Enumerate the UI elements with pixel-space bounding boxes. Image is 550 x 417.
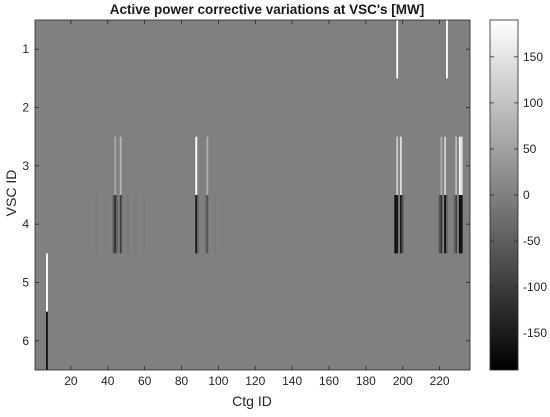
heatmap-cell xyxy=(95,195,98,254)
colorbar-tick-label: -150 xyxy=(523,326,547,340)
heatmap-cell xyxy=(195,195,198,254)
heatmap-cell xyxy=(46,253,48,312)
heatmap-cell xyxy=(394,195,397,254)
y-tick-label: 6 xyxy=(22,334,29,348)
heatmap-cell xyxy=(444,136,447,195)
x-tick-label: 80 xyxy=(175,374,189,388)
x-tick-label: 120 xyxy=(245,374,265,388)
colorbar-tick-label: 150 xyxy=(523,50,543,64)
x-tick-label: 20 xyxy=(64,374,78,388)
x-tick-label: 40 xyxy=(101,374,115,388)
heatmap-cell xyxy=(396,136,399,195)
y-tick-label: 4 xyxy=(22,217,29,231)
x-axis: 20 40 60 80 100 120 140 160 180 200 220 xyxy=(64,20,450,388)
x-tick-label: 220 xyxy=(430,374,450,388)
chart-title: Active power corrective variations at VS… xyxy=(110,2,425,17)
heatmap-cell xyxy=(396,20,399,79)
x-tick-label: 180 xyxy=(356,374,376,388)
heatmap-cell xyxy=(446,20,448,79)
colorbar-tick-label: -100 xyxy=(523,280,547,294)
heatmap-cell xyxy=(455,195,458,254)
x-tick-label: 200 xyxy=(393,374,413,388)
x-tick-label: 60 xyxy=(138,374,152,388)
heatmap-cell xyxy=(446,195,448,254)
heatmap-cell xyxy=(401,195,404,254)
plot-frame xyxy=(34,19,471,371)
heatmap-cell xyxy=(114,195,117,254)
heatmap-cell xyxy=(105,195,107,254)
heatmap-cell xyxy=(438,195,441,254)
y-axis: 1 2 3 4 5 6 xyxy=(22,42,470,348)
heatmap-cell xyxy=(458,195,461,254)
heatmap-cell xyxy=(134,195,137,254)
colorbar-gradient xyxy=(490,20,518,370)
heatmap-cell xyxy=(116,195,118,254)
y-tick-label: 5 xyxy=(22,276,29,290)
heatmap-cell xyxy=(453,195,456,254)
heatmap-cell xyxy=(195,136,198,195)
y-tick-label: 2 xyxy=(22,101,29,115)
heatmap-cell xyxy=(399,195,402,254)
colorbar-tick-label: 50 xyxy=(523,142,537,156)
heatmap-cell xyxy=(119,195,122,254)
heatmap-cell xyxy=(440,195,443,254)
heatmap-cell xyxy=(458,136,461,195)
heatmap-cell xyxy=(460,195,463,254)
plot-area xyxy=(34,19,471,371)
heatmap-cell xyxy=(440,136,443,195)
heatmap-cell xyxy=(114,136,117,195)
heatmap-cell xyxy=(206,136,209,195)
heatmap-cell xyxy=(460,136,463,195)
heatmap-background xyxy=(35,20,470,370)
heatmap-cell xyxy=(213,195,216,254)
heatmap-cell xyxy=(399,136,402,195)
x-tick-label: 140 xyxy=(282,374,302,388)
heatmap-cell xyxy=(455,136,458,195)
heatmap-cell xyxy=(396,195,399,254)
x-tick-label: 100 xyxy=(208,374,228,388)
heatmap-cell xyxy=(143,195,146,254)
heatmap-cell xyxy=(197,195,200,254)
colorbar: 150 100 50 0 -50 -100 -150 xyxy=(489,19,547,371)
heatmap-cell xyxy=(127,195,130,254)
y-tick-label: 3 xyxy=(22,159,29,173)
heatmap-cell xyxy=(444,195,447,254)
heatmap-cell xyxy=(221,195,224,254)
heatmap-cell xyxy=(112,195,115,254)
colorbar-tick-label: -50 xyxy=(523,234,541,248)
colorbar-tick-label: 100 xyxy=(523,96,543,110)
heatmap-cell xyxy=(206,195,209,254)
x-axis-label: Ctg ID xyxy=(232,393,272,409)
heatmap-cell xyxy=(121,195,124,254)
y-axis-label: VSC ID xyxy=(3,170,19,217)
y-tick-label: 1 xyxy=(22,42,29,56)
heatmap-cell xyxy=(46,311,48,370)
x-tick-label: 160 xyxy=(319,374,339,388)
heatmap-cell xyxy=(119,136,122,195)
colorbar-tick-label: 0 xyxy=(523,188,530,202)
heatmap-cell xyxy=(204,195,207,254)
